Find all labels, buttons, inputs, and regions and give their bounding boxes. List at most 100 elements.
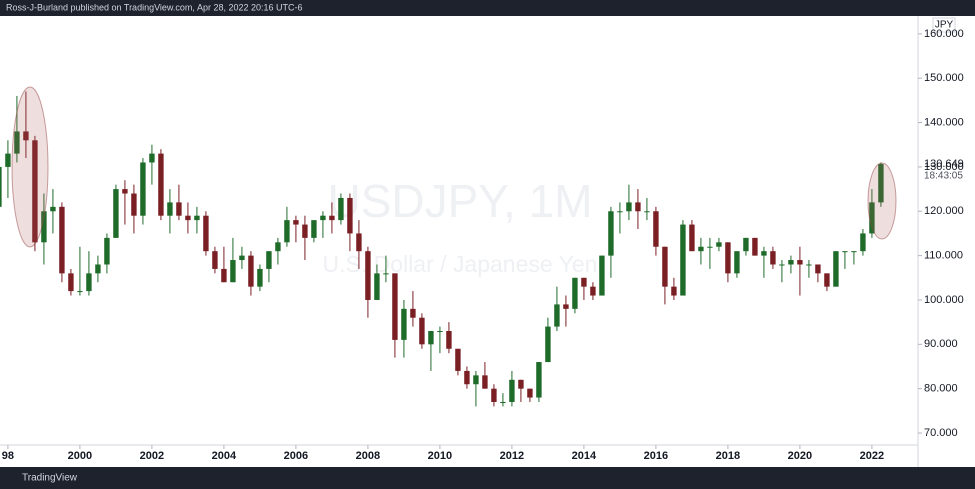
candle-body (320, 215, 326, 221)
candle-body (500, 401, 506, 403)
candle-body (770, 251, 776, 265)
candle-body (554, 304, 560, 327)
x-tick-label: 2010 (428, 450, 452, 462)
candle-body (788, 260, 794, 265)
candle-body (131, 193, 137, 216)
y-tick-label: 70.000 (924, 427, 958, 439)
candle-body (464, 370, 470, 385)
candle-body (545, 326, 551, 363)
candle-body (608, 211, 614, 256)
candle-body (167, 202, 173, 216)
candle-body (338, 197, 344, 221)
x-tick-label: 2020 (788, 450, 812, 462)
candle-body (14, 131, 20, 154)
candle-body (590, 286, 596, 296)
candle-body (68, 273, 74, 292)
candle-body (797, 260, 803, 265)
candle-body (833, 251, 839, 287)
candle-body (239, 255, 245, 261)
candle-body (410, 308, 416, 318)
candle-body (365, 251, 371, 300)
candle-body (185, 215, 191, 221)
candle-body (50, 206, 56, 212)
candle-body (509, 379, 515, 402)
candle-body (752, 237, 758, 256)
y-tick-label: 130.000 (924, 161, 964, 173)
candle-body (266, 251, 272, 269)
candle-body (32, 140, 38, 243)
candle-body (644, 211, 650, 213)
watermark-description: U.S. Dollar / Japanese Yen (323, 251, 598, 277)
candle-body (221, 268, 227, 283)
candle-body (284, 220, 290, 243)
candle-body (761, 251, 767, 256)
candle-body (203, 215, 209, 252)
candle-body (851, 251, 857, 253)
candle-body (212, 251, 218, 269)
candle-body (275, 242, 281, 252)
candle-body (122, 189, 128, 194)
candle-body (707, 246, 713, 248)
y-tick-label: 120.000 (924, 205, 964, 217)
y-tick-label: 160.000 (924, 28, 964, 40)
candle-body (5, 153, 11, 167)
candle-body (419, 317, 425, 345)
y-tick-label: 80.000 (924, 383, 958, 395)
x-tick-label: 98 (2, 450, 14, 462)
candle-body (806, 264, 812, 266)
candle-body (716, 242, 722, 247)
candle-body (860, 233, 866, 252)
candle-body (473, 375, 479, 385)
x-tick-label: 2016 (644, 450, 668, 462)
candle-body (491, 388, 497, 402)
x-tick-label: 2000 (68, 450, 92, 462)
y-tick-label: 150.000 (924, 72, 964, 84)
candle-body (725, 242, 731, 274)
candle-body (113, 189, 119, 238)
candle-body (626, 202, 632, 212)
footer-logo: TradingView (22, 473, 78, 484)
candle-body (599, 255, 605, 296)
candle-body (311, 220, 317, 238)
candle-body (383, 273, 389, 275)
highlight-ellipse (11, 86, 49, 248)
candle-body (842, 251, 848, 253)
candle-body (563, 304, 569, 309)
candle-body (698, 246, 704, 252)
x-tick-label: 2022 (860, 450, 884, 462)
candle-body (23, 131, 29, 141)
candle-body (635, 202, 641, 212)
candle-body (392, 273, 398, 340)
candle-body (248, 255, 254, 287)
y-tick-label: 140.000 (924, 116, 964, 128)
footer-bar (0, 467, 975, 489)
candle-body (329, 215, 335, 221)
candle-body (671, 286, 677, 296)
candle-body (824, 273, 830, 287)
candle-body (815, 264, 821, 274)
candle-body (347, 197, 353, 234)
candle-body (878, 164, 884, 203)
candle-body (653, 211, 659, 247)
y-tick-label: 90.000 (924, 338, 958, 350)
last-price-label: 130.649 (924, 158, 964, 170)
currency-badge[interactable] (932, 17, 956, 33)
candle-body (617, 211, 623, 213)
candle-body (77, 291, 83, 293)
candle-body (734, 251, 740, 274)
candle-body (689, 224, 695, 252)
x-tick-label: 2014 (572, 450, 597, 462)
candle-body (158, 153, 164, 216)
candle-body (257, 268, 263, 287)
candle-body (581, 277, 587, 287)
candle-body (455, 348, 461, 371)
candle-body (230, 260, 236, 283)
candle-body (95, 264, 101, 274)
candle-body (41, 211, 47, 243)
x-tick-label: 2006 (284, 450, 308, 462)
x-tick-label: 2008 (356, 450, 380, 462)
chart-background (0, 16, 975, 467)
candle-body (149, 153, 155, 163)
candle-body (527, 388, 533, 398)
